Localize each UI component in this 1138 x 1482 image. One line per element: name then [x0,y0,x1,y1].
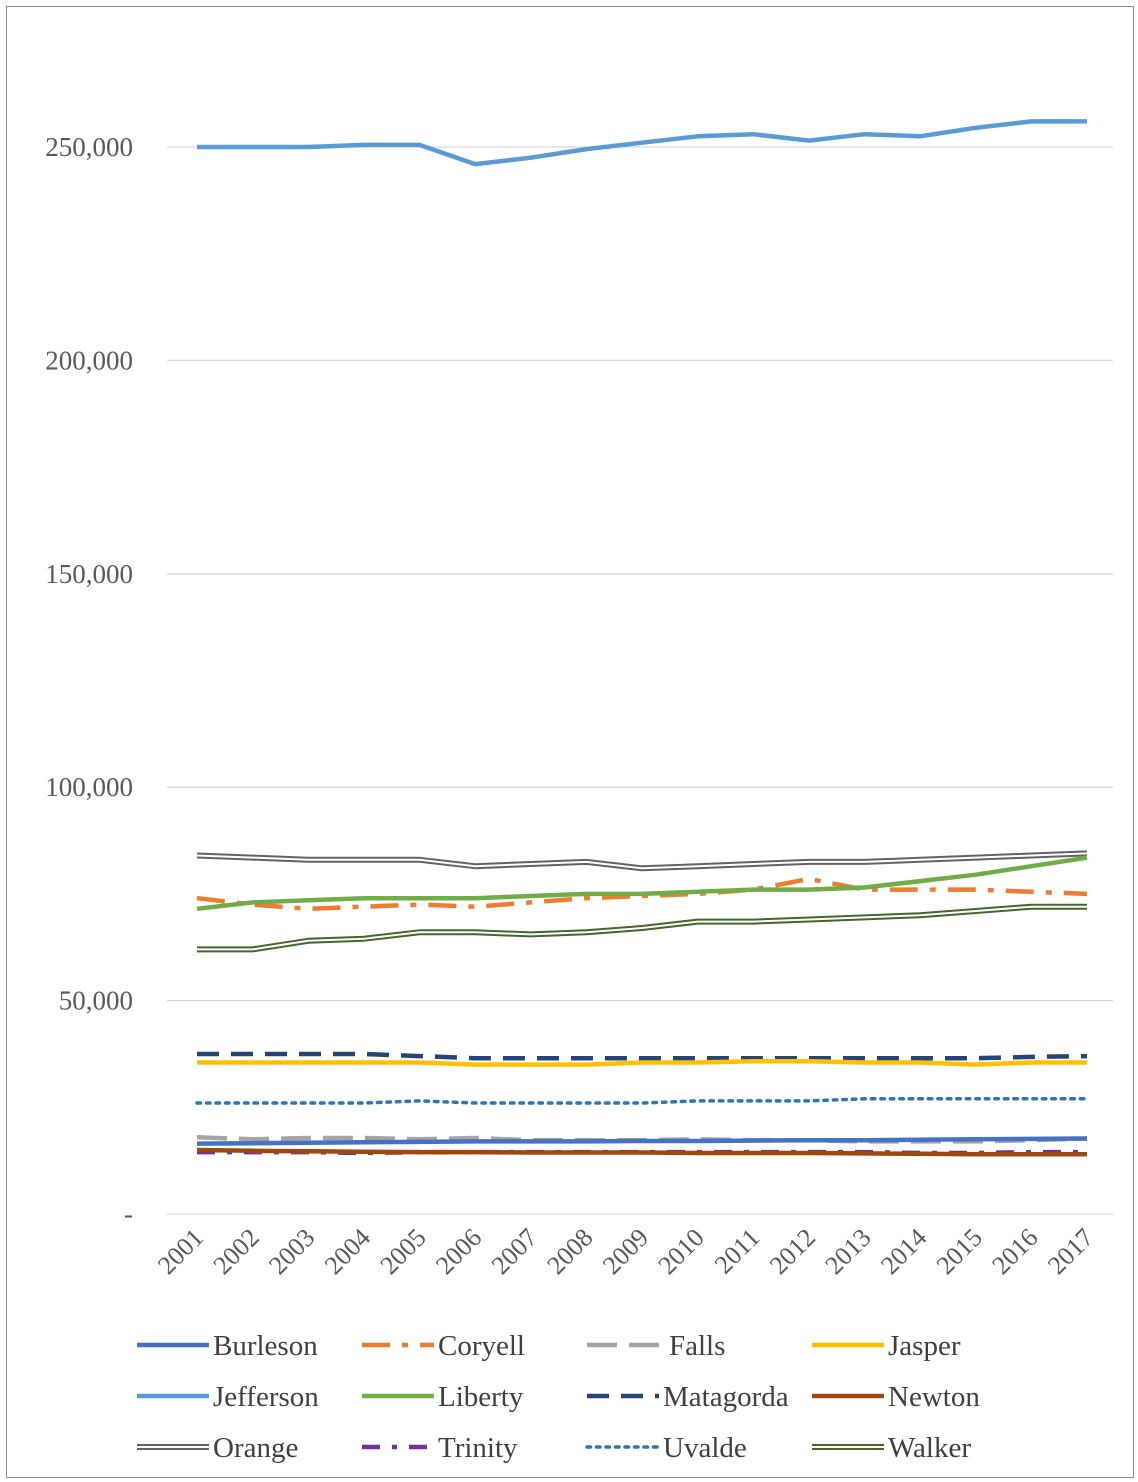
legend-item-uvalde: Uvalde [585,1432,747,1464]
series-line-walker-inner [197,905,1087,951]
legend-label: Matagorda [663,1381,789,1413]
legend-label: Orange [213,1432,298,1464]
legend: Burleson Coryell Falls Jasper Jefferson Liber… [137,1330,980,1464]
legend-label: Uvalde [663,1432,747,1464]
y-tick-label: 50,000 [59,986,133,1016]
series-line-newton [196,1147,1087,1157]
series-line-liberty [196,855,1088,912]
x-tick-label: 2003 [263,1223,320,1280]
x-axis-ticks: 2001200220032004200520062007200820092010… [152,1223,1099,1280]
y-tick-label: 150,000 [45,559,133,589]
legend-label: Walker [888,1432,971,1464]
legend-item-falls: Falls [587,1330,725,1362]
line-chart: - 50,000 100,000 150,000 200,000 250,000 2001… [45,119,1113,1464]
legend-label: Trinity [438,1432,518,1464]
legend-item-orange: Orange [137,1432,298,1464]
series-lines [195,119,1089,1157]
series-line-burleson [196,1136,1088,1146]
legend-label: Burleson [213,1330,318,1362]
legend-label: Coryell [438,1330,525,1362]
x-tick-label: 2006 [430,1223,487,1280]
legend-item-walker: Walker [812,1432,971,1464]
x-tick-label: 2008 [541,1223,598,1280]
legend-label: Newton [888,1381,980,1413]
x-tick-label: 2011 [709,1223,766,1280]
x-tick-label: 2015 [931,1223,988,1280]
x-tick-label: 2017 [1042,1223,1099,1280]
x-tick-label: 2004 [319,1223,376,1280]
legend-item-jasper: Jasper [812,1330,961,1362]
legend-label: Jefferson [213,1381,319,1413]
series-line-matagorda [197,1051,1088,1061]
legend-item-trinity: Trinity [362,1432,518,1464]
series-line-jefferson [197,119,1087,167]
chart-frame: - 50,000 100,000 150,000 200,000 250,000 2001… [6,6,1134,1478]
x-tick-label: 2014 [875,1223,932,1280]
legend-label: Liberty [438,1381,524,1413]
legend-item-jefferson: Jefferson [137,1381,319,1413]
x-tick-label: 2009 [597,1223,654,1280]
x-tick-label: 2005 [374,1223,431,1280]
y-tick-label: 100,000 [45,772,133,802]
x-tick-label: 2010 [653,1223,710,1280]
x-tick-label: 2002 [208,1223,265,1280]
y-tick-label: 250,000 [45,132,133,162]
legend-item-liberty: Liberty [362,1381,524,1413]
x-tick-label: 2007 [486,1223,543,1280]
x-tick-label: 2016 [986,1223,1043,1280]
legend-item-burleson: Burleson [137,1330,318,1362]
legend-label: Jasper [888,1330,961,1362]
legend-item-coryell: Coryell [362,1330,525,1362]
legend-label: Falls [669,1330,725,1362]
series-line-orange-inner [196,852,1088,870]
x-tick-label: 2012 [764,1223,821,1280]
legend-item-matagorda: Matagorda [587,1381,789,1413]
legend-item-newton: Newton [812,1381,980,1413]
series-line-orange [196,850,1088,872]
x-tick-label: 2013 [819,1223,876,1280]
y-axis-ticks: - 50,000 100,000 150,000 200,000 250,000 [45,132,133,1229]
y-tick-label: - [124,1199,133,1229]
x-tick-label: 2001 [152,1223,209,1280]
series-line-uvalde [195,1097,1089,1105]
y-tick-label: 200,000 [45,345,133,375]
series-line-jasper [197,1058,1087,1067]
